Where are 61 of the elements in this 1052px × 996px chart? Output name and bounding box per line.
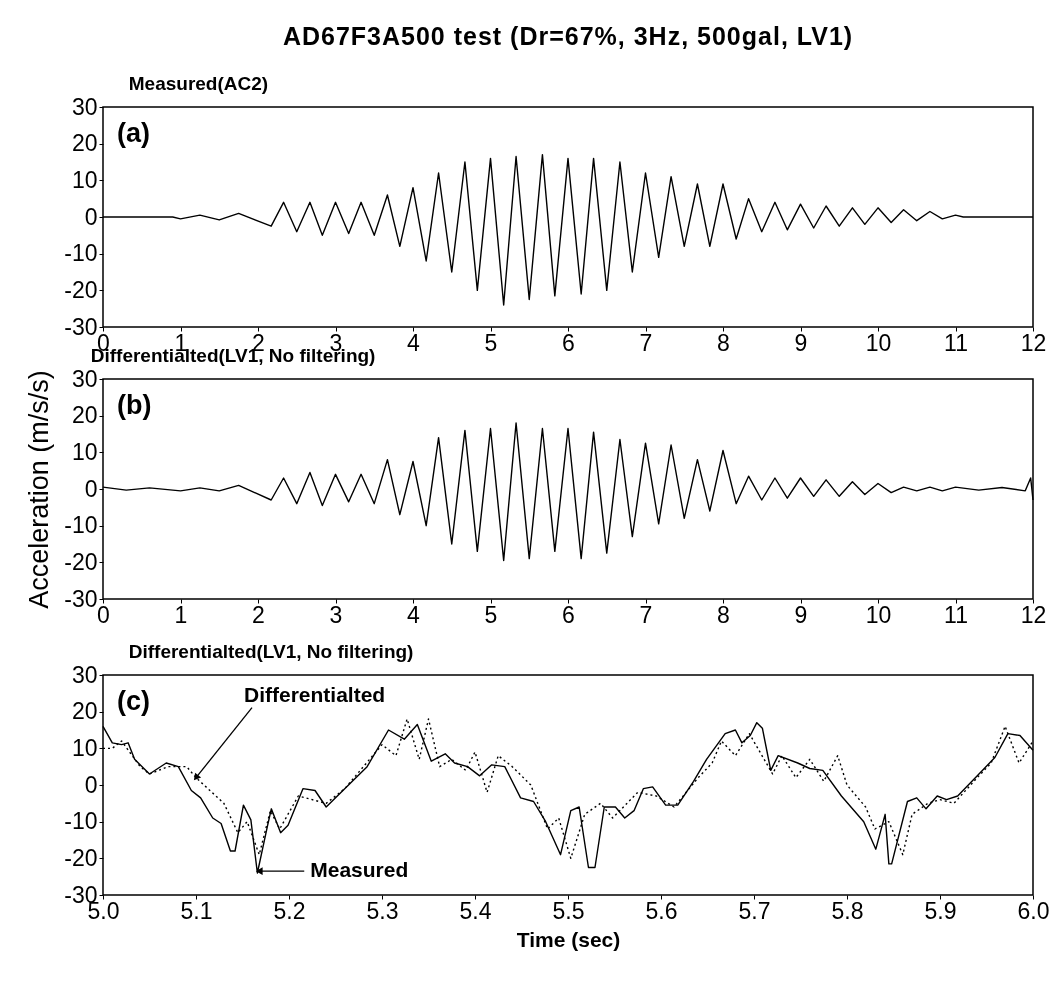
x-axis-title: Time (sec) xyxy=(516,927,621,951)
y-tick-label: -30 xyxy=(64,313,98,340)
x-tick-label: 5.5 xyxy=(552,897,585,924)
x-tick-label: 9 xyxy=(794,601,808,628)
y-tick-label: 20 xyxy=(71,130,98,157)
y-tick-label: 30 xyxy=(71,661,98,688)
x-tick-label: 5.8 xyxy=(831,897,864,924)
x-tick-label: 10 xyxy=(865,601,892,628)
y-axis-title: Acceleration (m/s/s) xyxy=(24,370,55,609)
x-tick-label: 5.7 xyxy=(738,897,771,924)
x-tick-label: 5 xyxy=(484,329,498,356)
y-tick-label: 10 xyxy=(71,734,98,761)
chart-subtitle: Measured(AC2) xyxy=(128,73,269,94)
x-tick-label: 3 xyxy=(329,601,343,628)
x-tick-label: 9 xyxy=(794,329,808,356)
x-tick-label: 5.9 xyxy=(924,897,957,924)
y-tick-label: -20 xyxy=(64,276,98,303)
x-tick-label: 7 xyxy=(639,601,653,628)
y-tick-label: 20 xyxy=(71,402,98,429)
x-tick-label: 12 xyxy=(1020,329,1047,356)
y-tick-label: 30 xyxy=(71,93,98,120)
y-tick-label: 0 xyxy=(84,475,98,502)
x-tick-label: 5.3 xyxy=(366,897,399,924)
x-tick-label: 5.2 xyxy=(273,897,306,924)
chart-title: AD67F3A500 test (Dr=67%, 3Hz, 500gal, LV1) xyxy=(281,22,855,51)
x-tick-label: 1 xyxy=(174,601,188,628)
x-tick-label: 6 xyxy=(562,601,575,628)
y-tick-label: 30 xyxy=(71,365,98,392)
chart-title: Differentialted(LV1, No filtering) xyxy=(128,641,414,662)
y-tick-label: 0 xyxy=(84,203,98,230)
x-tick-label: 4 xyxy=(407,601,421,628)
y-tick-label: -30 xyxy=(64,585,98,612)
y-tick-label: -10 xyxy=(64,808,98,835)
x-tick-label: 5.6 xyxy=(645,897,678,924)
annotation: (a) xyxy=(117,118,150,148)
x-tick-label: 8 xyxy=(717,329,730,356)
y-tick-label: -10 xyxy=(64,512,98,539)
x-tick-label: 4 xyxy=(407,329,421,356)
x-tick-label: 5.4 xyxy=(459,897,492,924)
y-tick-label: 10 xyxy=(71,166,98,193)
x-tick-label: 10 xyxy=(865,329,892,356)
x-tick-label: 2 xyxy=(252,601,265,628)
annotation: (c) xyxy=(117,686,150,716)
y-tick-label: 10 xyxy=(71,438,98,465)
x-tick-label: 6.0 xyxy=(1017,897,1050,924)
x-tick-label: 11 xyxy=(944,329,968,356)
x-tick-label: 6 xyxy=(562,329,575,356)
y-tick-label: 20 xyxy=(71,698,98,725)
y-tick-label: -20 xyxy=(64,844,98,871)
x-tick-label: 5.1 xyxy=(180,897,213,924)
x-tick-label: 11 xyxy=(944,601,968,628)
x-tick-label: 5 xyxy=(484,601,498,628)
x-tick-label: 12 xyxy=(1020,601,1047,628)
x-tick-label: 8 xyxy=(717,601,730,628)
annotation: (b) xyxy=(117,390,152,420)
x-tick-label: 7 xyxy=(639,329,653,356)
annotation: Differentialted xyxy=(244,682,386,706)
annotation: Measured xyxy=(310,858,409,882)
y-tick-label: -10 xyxy=(64,240,98,267)
y-tick-label: 0 xyxy=(84,771,98,798)
y-tick-label: -20 xyxy=(64,548,98,575)
